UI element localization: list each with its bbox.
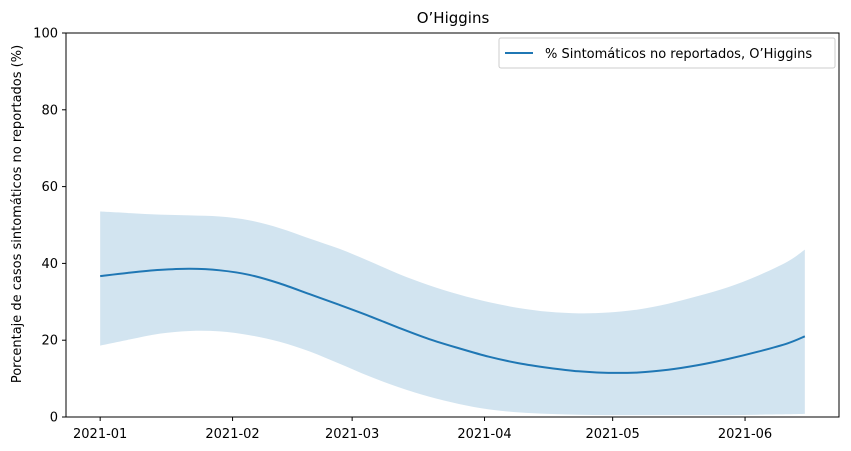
x-tick-label: 2021-03 xyxy=(325,427,379,442)
axes-frame xyxy=(65,32,840,418)
y-tick-label: 40 xyxy=(41,257,58,272)
confidence-band xyxy=(100,211,805,416)
x-tick-label: 2021-04 xyxy=(457,427,511,442)
y-tick-label: 100 xyxy=(33,27,58,42)
x-tick-label: 2021-01 xyxy=(73,427,127,442)
x-tick-label: 2021-05 xyxy=(585,427,639,442)
y-tick-label: 0 xyxy=(50,411,58,426)
x-tick-label: 2021-06 xyxy=(718,427,772,442)
plot-area xyxy=(100,211,806,416)
y-tick-label: 60 xyxy=(41,180,58,195)
chart-title: O’Higgins xyxy=(417,9,490,27)
x-tick-label: 2021-02 xyxy=(205,427,259,442)
legend-entry-label: % Sintomáticos no reportados, O’Higgins xyxy=(545,47,812,62)
legend-box xyxy=(498,37,836,69)
y-tick-label: 80 xyxy=(41,103,58,118)
legend: % Sintomáticos no reportados, O’Higgins xyxy=(498,37,836,69)
y-axis-label: Porcentaje de casos sintomáticos no repo… xyxy=(10,45,25,383)
series-line xyxy=(100,267,806,374)
axes: 0 20 40 60 80 100 2021-01 2021-02 2021-03 2021-04… xyxy=(33,27,840,442)
y-tick-label: 20 xyxy=(41,334,58,349)
